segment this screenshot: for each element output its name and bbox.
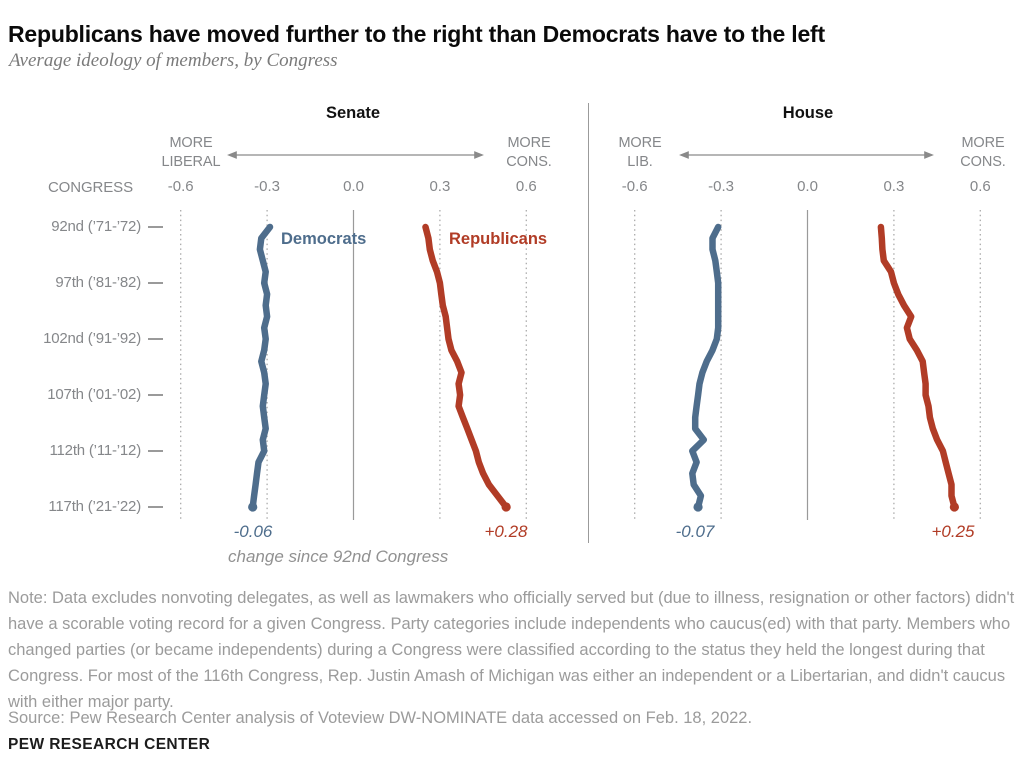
congress-label-107: 107th (’01-’02) [47,386,141,403]
series-endpoint-house-republicans [949,502,959,512]
house-more-lib-line2: LIB. [627,154,653,170]
senate-more-cons-line1: MORE [507,135,551,151]
x-tick-house--0.6: -0.6 [621,178,648,195]
senate-more-cons-label: MORE CONS. [474,134,584,172]
house-more-cons-line2: CONS. [960,154,1006,170]
senate-more-cons-line2: CONS. [506,154,552,170]
congress-label-92: 92nd (’71-’72) [51,218,141,235]
x-tick-senate--0.3: -0.3 [254,178,281,195]
house-more-cons-label: MORE CONS. [928,134,1023,172]
congress-tick-97 [148,282,163,284]
series-lines [248,223,959,512]
series-line-house-republicans [877,223,958,511]
house-more-cons-line1: MORE [961,135,1005,151]
pew-research-center-wordmark: PEW RESEARCH CENTER [8,736,211,753]
congress-label-102: 102nd (’91-’92) [43,330,141,347]
senate-republican-change-value: +0.28 [484,522,528,541]
chart-subtitle: Average ideology of members, by Congress [9,50,338,71]
senate-democrat-change-value: -0.06 [233,522,273,541]
panel-title-senate: Senate [325,104,381,122]
change-caption: change since 92nd Congress [228,547,449,566]
congress-tick-107 [148,394,163,396]
senate-more-liberal-line1: MORE [169,135,213,151]
chart-title: Republicans have moved further to the ri… [8,21,825,48]
x-tick-house-0.3: 0.3 [883,178,905,195]
note-text: Note: Data excludes nonvoting delegates,… [8,589,1015,711]
house-more-lib-line1: MORE [618,135,662,151]
x-tick-senate-0.0: 0.0 [343,178,364,195]
house-democrat-change-value: -0.07 [675,522,715,541]
series-endpoint-senate-republicans [501,502,511,512]
panel-title-house: House [782,104,834,122]
congress-axis-header: CONGRESS [47,179,133,196]
x-tick-senate-0.3: 0.3 [429,178,451,195]
gridlines [180,210,981,520]
congress-tick-112 [148,450,163,452]
x-tick-house--0.3: -0.3 [708,178,735,195]
congress-label-97: 97th (’81-’82) [55,274,141,291]
congress-label-112: 112th (’11-’12) [49,442,142,459]
house-more-lib-label: MORE LIB. [585,134,695,172]
congress-tick-117 [148,506,163,508]
x-tick-senate-0.6: 0.6 [515,178,537,195]
x-tick-house-0.6: 0.6 [969,178,991,195]
x-tick-senate--0.6: -0.6 [167,178,194,195]
series-line-house-democrats [689,223,722,511]
series-endpoint-house-democrats [693,502,703,512]
congress-tick-102 [148,338,163,340]
republicans-series-label: Republicans [449,230,548,248]
house-republican-change-value: +0.25 [931,522,975,541]
congress-label-117: 117th (’21-’22) [48,498,141,515]
x-tick-house-0.0: 0.0 [797,178,818,195]
senate-more-liberal-line2: LIBERAL [161,154,221,170]
senate-more-liberal-label: MORE LIBERAL [136,134,246,172]
series-endpoint-senate-democrats [248,502,258,512]
democrats-series-label: Democrats [281,230,367,248]
source-text: Source: Pew Research Center analysis of … [8,709,753,727]
series-line-senate-republicans [422,223,510,511]
series-line-senate-democrats [249,223,274,511]
chart-canvas [180,103,981,543]
congress-tick-92 [148,226,163,228]
